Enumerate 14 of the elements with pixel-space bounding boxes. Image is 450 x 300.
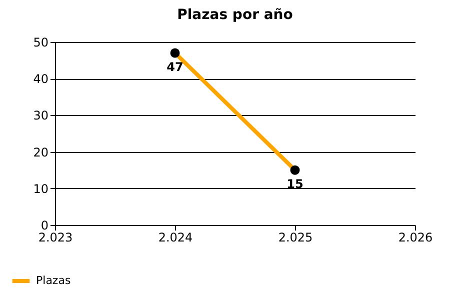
y-tick-label: 0	[40, 218, 48, 232]
data-label: 47	[166, 60, 184, 74]
data-label: 15	[286, 177, 304, 192]
x-tick-label: 2.024	[158, 230, 193, 244]
legend-label: Plazas	[36, 274, 71, 287]
y-tick-label: 30	[33, 108, 48, 123]
x-tick-label: 2.023	[38, 230, 73, 244]
chart-title: Plazas por año	[177, 7, 294, 23]
y-tick-label: 10	[33, 182, 48, 196]
y-tick-label: 20	[33, 145, 48, 160]
x-tick-label: 2.025	[278, 230, 313, 244]
y-tick-label: 50	[33, 36, 48, 50]
x-tick-label: 2.026	[398, 230, 433, 244]
y-tick-label: 40	[33, 72, 48, 86]
